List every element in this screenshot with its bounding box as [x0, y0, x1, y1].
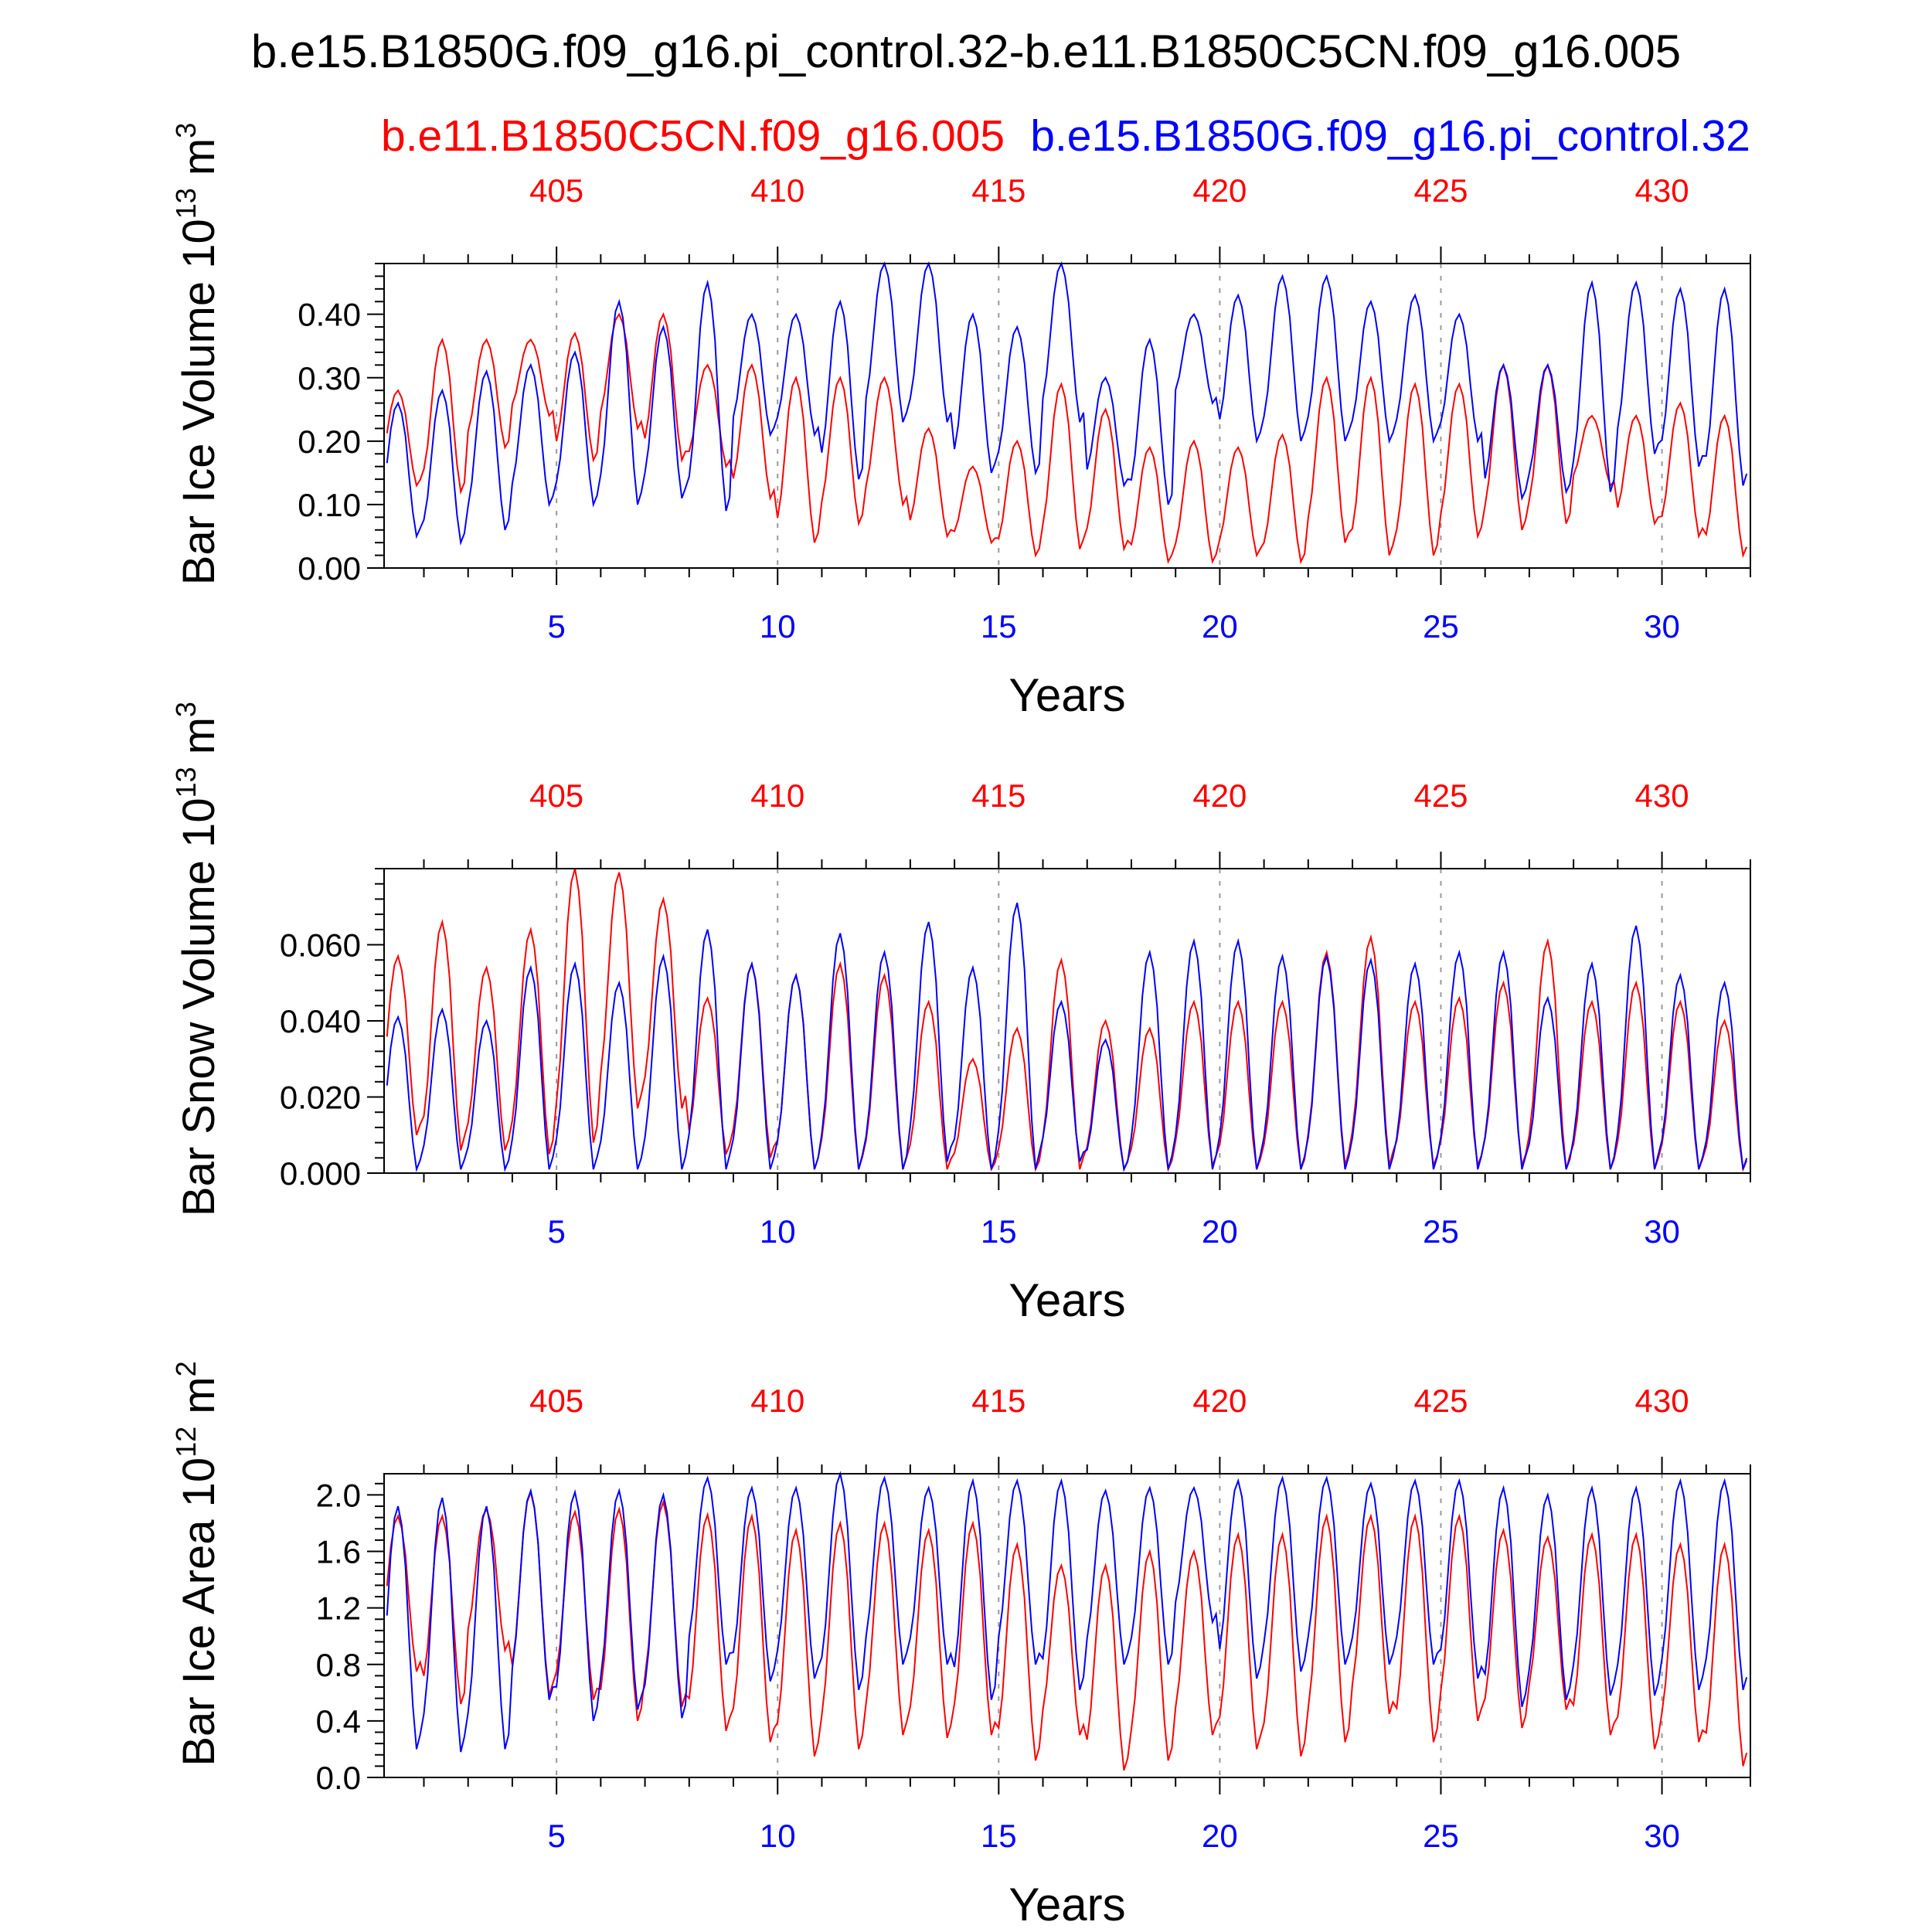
x-tick-label-top: 410 — [750, 777, 804, 814]
x-tick-label-top: 405 — [529, 777, 583, 814]
x-tick-label-bottom: 20 — [1202, 1213, 1238, 1250]
y-tick-label: 0.0 — [316, 1760, 361, 1796]
x-tick-label-bottom: 15 — [981, 1213, 1017, 1250]
x-tick-label-bottom: 10 — [760, 1818, 796, 1854]
y-tick-label: 0.10 — [298, 487, 361, 523]
y-tick-label: 0.000 — [280, 1155, 361, 1192]
y-tick-label: 0.020 — [280, 1080, 361, 1116]
legend-blue-case: b.e15.B1850G.f09_g16.pi_control.32 — [1030, 111, 1750, 161]
x-tick-label-bottom: 15 — [981, 1818, 1017, 1854]
x-tick-label-top: 425 — [1413, 777, 1468, 814]
x-tick-label-bottom: 5 — [547, 1818, 565, 1854]
x-tick-label-bottom: 20 — [1202, 1818, 1238, 1854]
x-tick-label-top: 430 — [1635, 777, 1689, 814]
x-tick-label-bottom: 25 — [1423, 1213, 1459, 1250]
y-tick-label: 0.4 — [316, 1703, 361, 1740]
x-tick-label-bottom: 30 — [1644, 1213, 1680, 1250]
series-line-red — [386, 312, 1748, 565]
y-axis-label: Bar Ice Area 1012 m2 — [170, 1361, 224, 1766]
chart-panels: 0.00 0.10 0.20 0.30 0.40 5 405 10 410 15 415 20 420 2… — [170, 123, 1751, 1930]
x-tick-label-top: 420 — [1192, 172, 1247, 209]
series-line-blue — [386, 261, 1748, 546]
x-tick-label-top: 430 — [1635, 172, 1689, 209]
y-tick-label: 0.060 — [280, 927, 361, 964]
x-axis-label: Years — [1009, 1274, 1125, 1326]
x-tick-label-bottom: 25 — [1423, 608, 1459, 645]
y-axis-label: Bar Snow Volume 1013 m3 — [170, 702, 224, 1216]
x-tick-label-top: 430 — [1635, 1383, 1689, 1419]
x-tick-label-bottom: 30 — [1644, 608, 1680, 645]
legend-red-case: b.e11.B1850C5CN.f09_g16.005 — [381, 111, 1005, 161]
x-tick-label-top: 420 — [1192, 777, 1247, 814]
y-axis-label: Bar Ice Volume 1013 m3 — [170, 123, 224, 585]
x-tick-label-top: 415 — [971, 172, 1026, 209]
x-tick-label-bottom: 5 — [547, 608, 565, 645]
y-tick-label: 1.2 — [316, 1590, 361, 1627]
figure-title: b.e15.B1850G.f09_g16.pi_control.32-b.e11… — [251, 26, 1681, 77]
x-tick-label-bottom: 15 — [981, 608, 1017, 645]
x-tick-label-bottom: 10 — [760, 608, 796, 645]
x-axis-label: Years — [1009, 669, 1125, 721]
x-tick-label-top: 405 — [529, 1383, 583, 1419]
x-tick-label-top: 405 — [529, 172, 583, 209]
panel-3: 0.0 0.4 0.8 1.2 1.6 2.0 5 405 10 410 15 415 20 420 25 4… — [170, 1361, 1751, 1930]
y-tick-label: 0.8 — [316, 1647, 361, 1683]
series-line-blue — [386, 903, 1748, 1173]
panel-1: 0.00 0.10 0.20 0.30 0.40 5 405 10 410 15 415 20 420 2… — [170, 123, 1751, 721]
x-tick-label-bottom: 20 — [1202, 608, 1238, 645]
y-tick-label: 2.0 — [316, 1477, 361, 1513]
panel-2: 0.000 0.020 0.040 0.060 5 405 10 410 15 415 20 420 2… — [170, 702, 1751, 1326]
series-line-red — [386, 1489, 1748, 1771]
series-line-blue — [386, 1471, 1748, 1753]
x-tick-label-bottom: 25 — [1423, 1818, 1459, 1854]
y-tick-label: 0.30 — [298, 360, 361, 396]
x-tick-label-top: 415 — [971, 1383, 1026, 1419]
x-tick-label-top: 415 — [971, 777, 1026, 814]
x-tick-label-bottom: 30 — [1644, 1818, 1680, 1854]
x-tick-label-top: 420 — [1192, 1383, 1247, 1419]
y-tick-label: 0.20 — [298, 423, 361, 460]
y-tick-label: 0.00 — [298, 550, 361, 587]
x-tick-label-bottom: 10 — [760, 1213, 796, 1250]
plot-frame — [383, 1473, 1751, 1778]
x-tick-label-top: 410 — [750, 172, 804, 209]
x-tick-label-top: 425 — [1413, 1383, 1468, 1419]
x-axis-label: Years — [1009, 1879, 1125, 1930]
y-tick-label: 1.6 — [316, 1534, 361, 1570]
x-tick-label-top: 410 — [750, 1383, 804, 1419]
x-tick-label-bottom: 5 — [547, 1213, 565, 1250]
y-tick-label: 0.040 — [280, 1003, 361, 1039]
x-tick-label-top: 425 — [1413, 172, 1468, 209]
y-tick-label: 0.40 — [298, 297, 361, 333]
